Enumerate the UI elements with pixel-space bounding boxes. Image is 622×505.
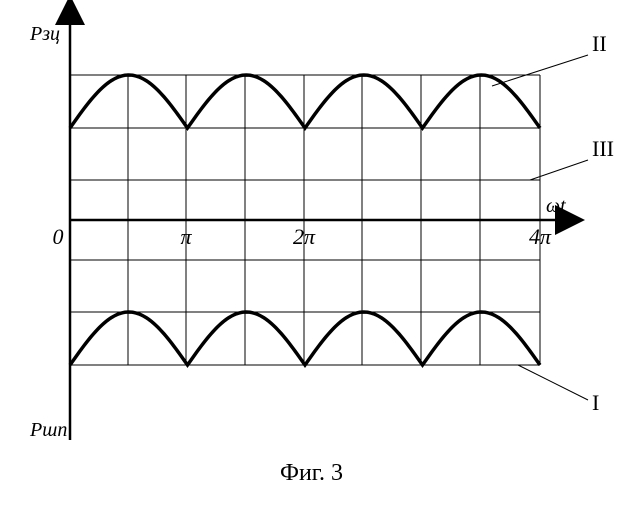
x-tick-label: π (180, 224, 192, 249)
callout-leader (518, 365, 588, 400)
x-axis-label: ωt (546, 195, 566, 217)
x-tick-label: 0 (53, 224, 64, 249)
y-axis-label-bottom: Pшп (29, 419, 67, 441)
curve-II (70, 75, 540, 128)
figure-caption: Фиг. 3 (280, 460, 343, 486)
x-tick-labels: 0 π 2π 4π (53, 224, 552, 249)
callout-label: I (592, 390, 599, 415)
callout-label: III (592, 136, 614, 161)
x-tick-label: 4π (529, 224, 552, 249)
callout-leader (530, 160, 588, 180)
callout-label: II (592, 31, 607, 56)
y-axis-label-top: Pзц (29, 23, 60, 45)
x-tick-label: 2π (293, 224, 316, 249)
figure-svg: ωt Pзц Pшп 0π2π4π IIIIII Фиг. 3 (0, 0, 622, 500)
figure-container: ωt Pзц Pшп 0π2π4π IIIIII Фиг. 3 (0, 0, 622, 500)
curve-I (70, 312, 540, 365)
